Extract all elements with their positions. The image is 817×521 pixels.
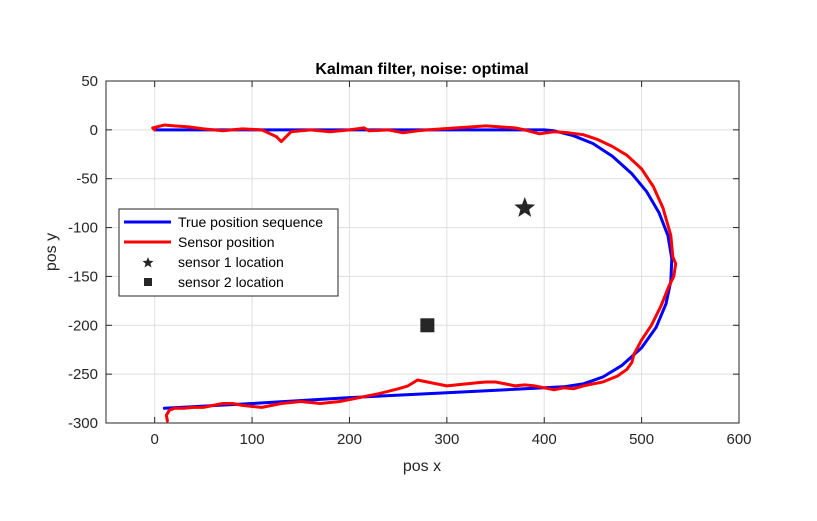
y-tick-label: 50: [81, 73, 98, 90]
axes-box: [105, 80, 740, 424]
y-tick-label: -100: [68, 220, 98, 237]
x-tick-label: 300: [434, 431, 459, 448]
y-tick-label: -200: [68, 317, 98, 334]
y-tick-label: -250: [68, 366, 98, 383]
x-tick-label: 500: [629, 431, 654, 448]
sensor-position-line: [151, 123, 678, 423]
plot-series: [151, 123, 678, 423]
legend: True position sequence Sensor position s…: [118, 208, 339, 297]
legend-sensor-1-label: sensor 1 location: [178, 254, 284, 270]
x-tick-label: 400: [532, 431, 557, 448]
y-axis-label: pos y: [43, 233, 60, 271]
legend-sensor-position-label: Sensor position: [178, 234, 275, 250]
y-tick-label: -300: [68, 415, 98, 432]
axis-ticks: 0 100 200 300 400 500 600-300-250-200-150-100-…: [68, 73, 752, 448]
sensor-2-square-marker: [420, 318, 435, 333]
legend-star-icon: [142, 257, 154, 268]
x-tick-label: 0: [151, 431, 159, 448]
x-tick-label: 200: [337, 431, 362, 448]
true-position-line: [153, 128, 674, 410]
x-axis-label: pos x: [403, 458, 441, 475]
y-tick-label: 0: [90, 122, 98, 139]
y-tick-label: -50: [76, 171, 98, 188]
sensor-1-star-marker: [514, 197, 536, 217]
x-tick-label: 600: [726, 431, 751, 448]
chart-title: Kalman filter, noise: optimal: [315, 61, 528, 78]
legend-true-position-label: True position sequence: [178, 214, 323, 230]
legend-sensor-2-label: sensor 2 location: [178, 274, 284, 290]
legend-square-icon: [144, 278, 152, 286]
x-tick-label: 100: [240, 431, 265, 448]
y-tick-label: -150: [68, 268, 98, 285]
